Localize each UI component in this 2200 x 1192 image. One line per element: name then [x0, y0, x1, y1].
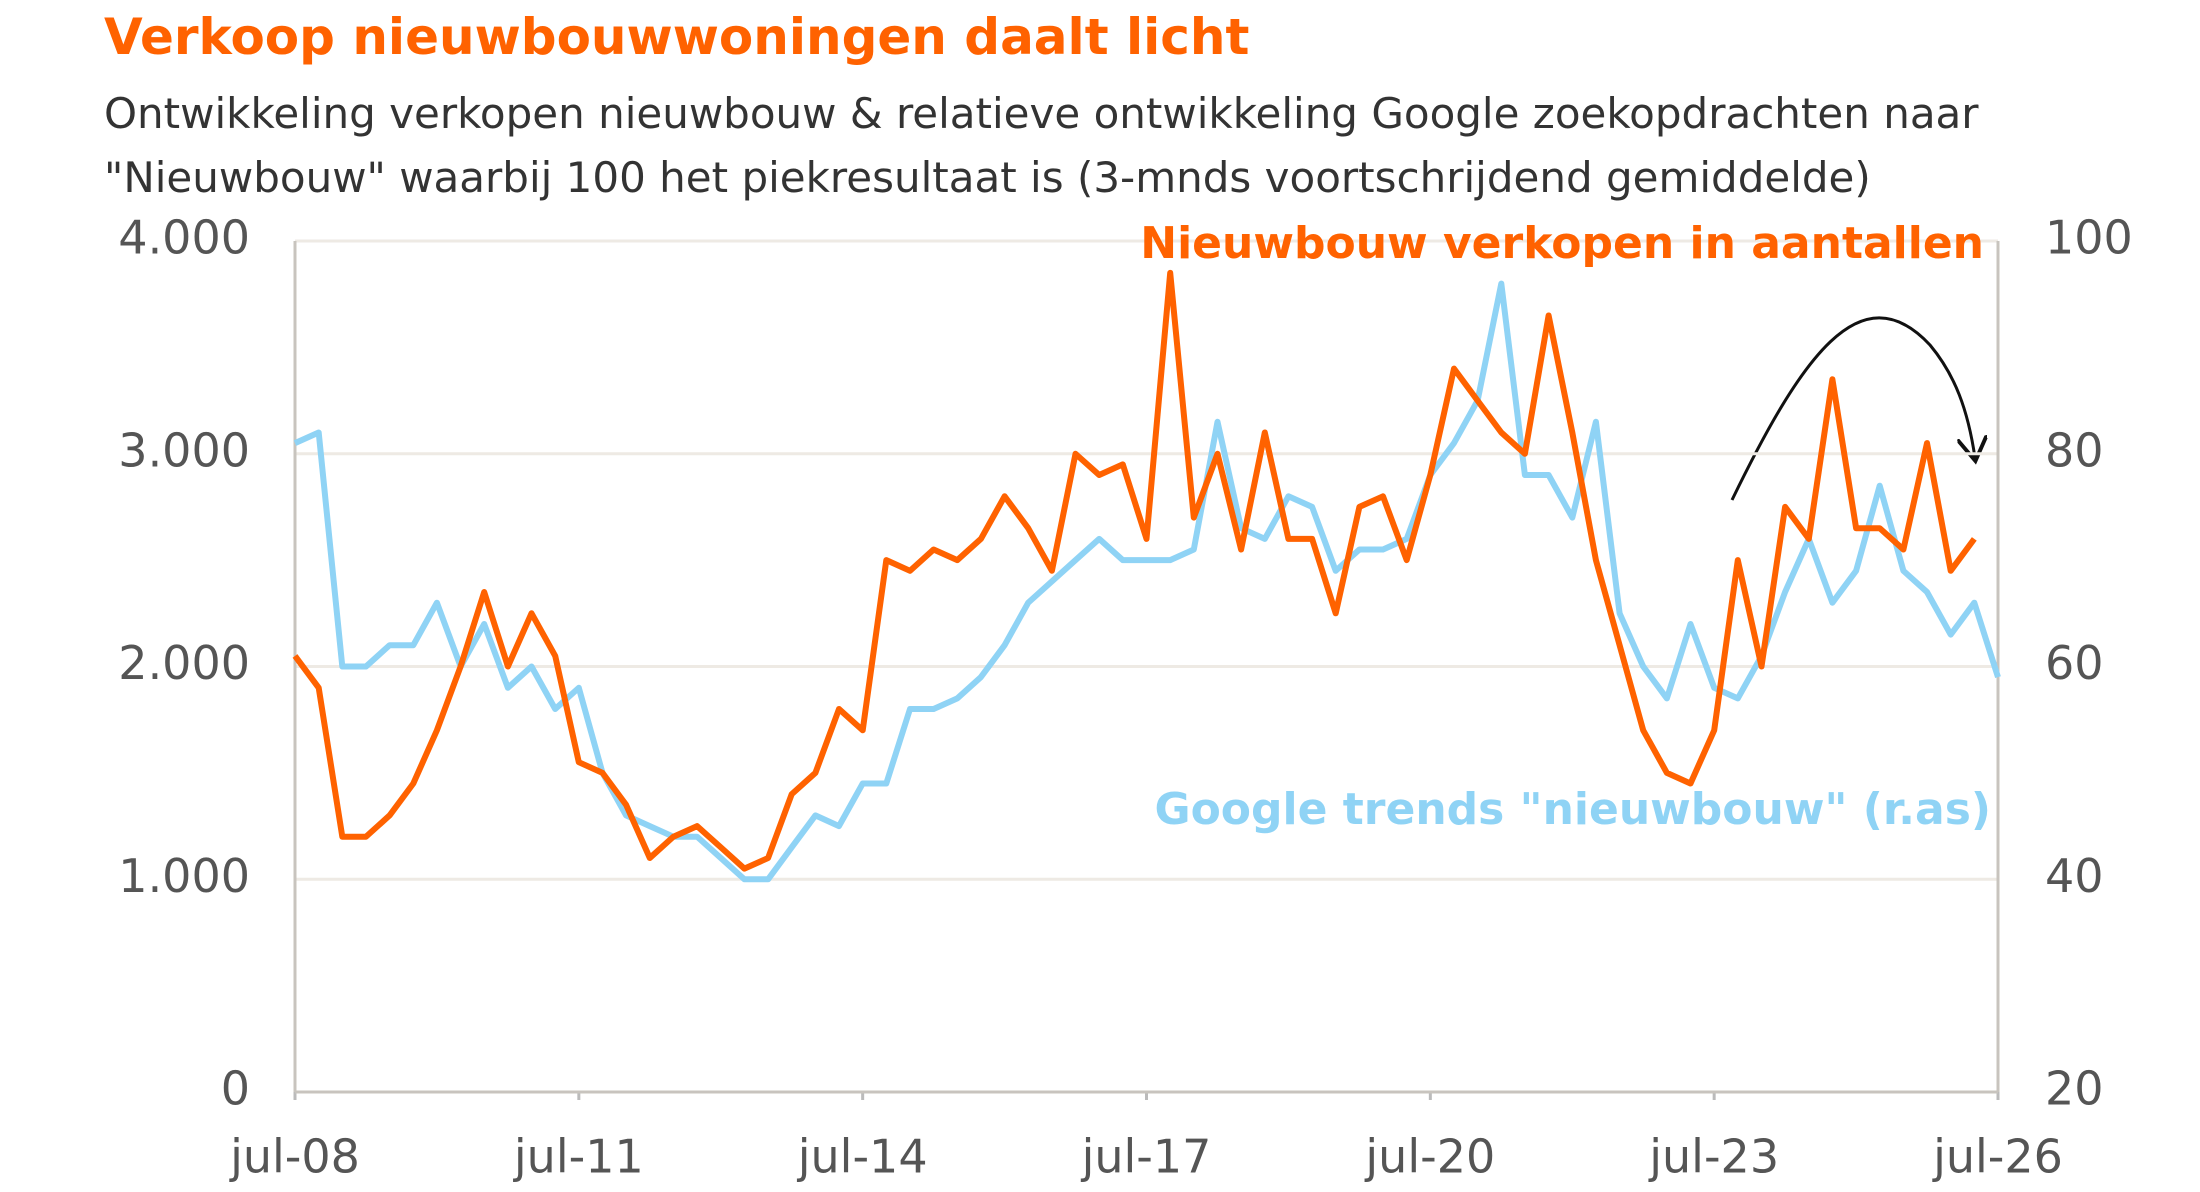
x-tick-label: jul-26: [1932, 1130, 2063, 1184]
x-tick-label: jul-20: [1364, 1130, 1495, 1184]
y-tick-label: 1.000: [118, 849, 250, 903]
trend-arrow: [1730, 316, 1975, 501]
y2-tick-label: 60: [2045, 636, 2104, 690]
chart-subtitle: Ontwikkeling verkopen nieuwbouw & relati…: [104, 89, 1979, 202]
series-line: [293, 280, 2001, 883]
series-label: Nieuwbouw verkopen in aantallen: [1140, 218, 1984, 269]
y-tick-label: 2.000: [118, 636, 250, 690]
y-tick-label: 0: [221, 1062, 250, 1116]
chart-title: Verkoop nieuwbouwwoningen daalt licht: [104, 8, 1250, 66]
x-tick-label: jul-17: [1081, 1130, 1212, 1184]
y-tick-label: 3.000: [118, 423, 250, 477]
x-tick-label: jul-08: [229, 1130, 360, 1184]
y2-tick-label: 20: [2045, 1062, 2104, 1116]
x-tick-label: jul-23: [1648, 1130, 1779, 1184]
x-tick-label: jul-11: [513, 1130, 644, 1184]
y2-tick-label: 40: [2045, 849, 2104, 903]
series-label: Google trends "nieuwbouw" (r.as): [1154, 784, 1991, 835]
series-line: [292, 269, 1977, 872]
y2-tick-label: 100: [2045, 211, 2133, 265]
y-tick-label: 4.000: [118, 211, 250, 265]
x-tick-label: jul-14: [797, 1130, 928, 1184]
y2-tick-label: 80: [2045, 423, 2104, 477]
